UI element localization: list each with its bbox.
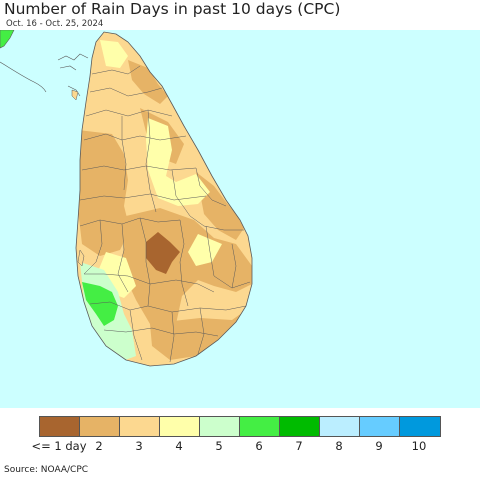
legend-swatch bbox=[360, 417, 400, 436]
region-6-days-southwest bbox=[82, 282, 118, 326]
mainland-region bbox=[0, 30, 15, 49]
island-outline bbox=[75, 31, 253, 367]
legend-swatch bbox=[80, 417, 120, 436]
legend-label: 10 bbox=[411, 439, 427, 453]
legend-swatch bbox=[240, 417, 280, 436]
region-2-days-east bbox=[196, 172, 244, 240]
legend-swatch bbox=[320, 417, 360, 436]
legend-swatch bbox=[160, 417, 200, 436]
legend-label: 5 bbox=[215, 439, 223, 453]
island-fill bbox=[76, 32, 252, 366]
district-boundaries bbox=[79, 65, 251, 363]
legend-label: <= 1 day bbox=[31, 439, 87, 453]
legend-swatch bbox=[280, 417, 320, 436]
legend-labels: <= 1 day 2 3 4 5 6 7 8 9 10 bbox=[31, 437, 439, 453]
map-area bbox=[0, 30, 480, 408]
coastline-islets bbox=[57, 53, 89, 97]
legend: <= 1 day 2 3 4 5 6 7 8 9 10 bbox=[31, 416, 441, 453]
source-credit: Source: NOAA/CPC bbox=[4, 465, 89, 475]
region-4-days-north bbox=[100, 40, 128, 68]
region-4-days-centre bbox=[146, 118, 210, 206]
legend-label: 9 bbox=[375, 439, 383, 453]
legend-label: 6 bbox=[255, 439, 263, 453]
region-1-day-central bbox=[146, 232, 180, 274]
region-2-days-north bbox=[128, 60, 168, 104]
legend-label: 3 bbox=[135, 439, 143, 453]
region-2-days-south bbox=[150, 310, 246, 360]
map-title: Number of Rain Days in past 10 days (CPC… bbox=[4, 0, 341, 18]
region-4-days-hills bbox=[188, 234, 222, 266]
legend-label: 2 bbox=[95, 439, 103, 453]
legend-label: 4 bbox=[175, 439, 183, 453]
legend-colorbar bbox=[39, 416, 441, 437]
legend-label: 7 bbox=[295, 439, 303, 453]
legend-swatch bbox=[200, 417, 240, 436]
legend-swatch bbox=[40, 417, 80, 436]
legend-swatch bbox=[120, 417, 160, 436]
date-range: Oct. 16 - Oct. 25, 2024 bbox=[6, 19, 104, 29]
rain-days-map bbox=[0, 30, 253, 367]
region-2-days-west bbox=[78, 130, 130, 256]
offshore-islands bbox=[71, 89, 85, 267]
legend-swatch bbox=[400, 417, 440, 436]
coastline-mainland bbox=[0, 61, 47, 93]
legend-label: 8 bbox=[335, 439, 343, 453]
